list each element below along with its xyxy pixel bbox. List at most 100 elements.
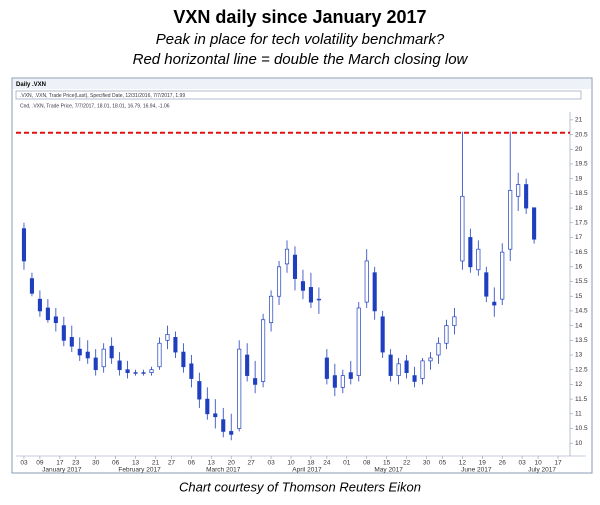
candle-body bbox=[276, 266, 282, 297]
candle-body bbox=[149, 369, 154, 373]
candle-body bbox=[436, 342, 441, 356]
candle-body bbox=[109, 345, 114, 359]
candle-body bbox=[141, 372, 146, 374]
month-label: July 2017 bbox=[528, 467, 556, 474]
x-tick-label: 24 bbox=[323, 460, 331, 467]
y-tick-label: 14.5 bbox=[575, 308, 588, 315]
candle-body bbox=[428, 357, 433, 362]
y-tick-label: 19 bbox=[575, 175, 583, 182]
candle-body bbox=[452, 316, 457, 326]
candle-body bbox=[133, 372, 138, 374]
x-tick-label: 13 bbox=[208, 460, 216, 467]
y-tick-label: 21 bbox=[575, 117, 583, 124]
y-tick-label: 12.5 bbox=[575, 366, 588, 373]
candle-body bbox=[292, 254, 298, 279]
x-tick-label: 18 bbox=[307, 460, 315, 467]
candle-body bbox=[157, 342, 162, 368]
candle-body bbox=[468, 237, 473, 268]
x-tick-label: 26 bbox=[499, 460, 507, 467]
x-tick-label: 21 bbox=[152, 460, 160, 467]
panel-title: Daily .VXN bbox=[16, 82, 46, 88]
candle-body bbox=[484, 272, 489, 297]
y-tick-label: 15 bbox=[575, 293, 583, 300]
x-tick-label: 06 bbox=[112, 460, 120, 467]
caption: Chart courtesy of Thomson Reuters Eikon bbox=[179, 479, 421, 494]
y-tick-label: 15.5 bbox=[575, 278, 588, 285]
candle-body bbox=[284, 248, 290, 265]
x-tick-label: 19 bbox=[479, 460, 487, 467]
x-tick-label: 20 bbox=[228, 460, 236, 467]
candle-body bbox=[221, 419, 226, 432]
x-tick-label: 30 bbox=[92, 460, 100, 467]
candle-body bbox=[444, 325, 449, 344]
x-tick-label: 01 bbox=[343, 460, 351, 467]
candle-body bbox=[316, 298, 321, 301]
candle-body bbox=[229, 431, 234, 435]
candle-body bbox=[364, 260, 369, 303]
month-label: January 2017 bbox=[42, 467, 82, 474]
candle-body bbox=[380, 316, 385, 353]
legend-box bbox=[15, 90, 582, 100]
candle-body bbox=[412, 375, 417, 382]
candle-body bbox=[372, 272, 377, 312]
candle-body bbox=[261, 319, 266, 382]
x-tick-label: 03 bbox=[20, 460, 28, 467]
candle-body bbox=[245, 354, 250, 376]
x-tick-label: 17 bbox=[56, 460, 64, 467]
candle-body bbox=[404, 360, 409, 373]
legend-line: Cnd, .VXN, Trade Price, 7/7/2017, 18.01,… bbox=[20, 103, 170, 109]
y-tick-label: 18 bbox=[575, 205, 583, 212]
y-tick-label: 17 bbox=[575, 234, 583, 241]
chart-subtitle: Peak in place for tech volatility benchm… bbox=[156, 31, 445, 48]
candle-body bbox=[37, 298, 42, 312]
candle-body bbox=[237, 348, 242, 429]
candle-body bbox=[117, 360, 122, 371]
x-tick-label: 05 bbox=[439, 460, 447, 467]
candle-body bbox=[396, 363, 401, 376]
x-tick-label: 23 bbox=[72, 460, 80, 467]
y-tick-label: 13.5 bbox=[575, 337, 588, 344]
candle-body bbox=[197, 381, 202, 400]
x-tick-label: 27 bbox=[248, 460, 256, 467]
candle-body bbox=[85, 351, 90, 359]
panel bbox=[11, 77, 593, 474]
month-label: June 2017 bbox=[461, 467, 492, 474]
x-tick-label: 30 bbox=[423, 460, 431, 467]
month-label: February 2017 bbox=[118, 467, 161, 474]
y-tick-label: 14 bbox=[575, 322, 583, 329]
x-tick-label: 03 bbox=[267, 460, 275, 467]
y-tick-label: 13 bbox=[575, 352, 583, 359]
candle-body bbox=[308, 287, 313, 303]
candle-body bbox=[213, 413, 218, 418]
y-tick-label: 11 bbox=[575, 411, 582, 418]
candle-body bbox=[324, 357, 329, 379]
candle-body bbox=[388, 354, 393, 376]
candle-body bbox=[21, 228, 27, 262]
candle-body bbox=[125, 369, 130, 373]
candle-body bbox=[53, 316, 58, 324]
candle-body bbox=[460, 195, 465, 262]
x-tick-label: 08 bbox=[363, 460, 371, 467]
chart-title: VXN daily since January 2017 bbox=[173, 7, 426, 27]
y-tick-label: 16.5 bbox=[575, 249, 588, 256]
y-tick-label: 18.5 bbox=[575, 190, 588, 197]
candle-body bbox=[508, 190, 513, 250]
month-label: March 2017 bbox=[206, 467, 241, 474]
candle-body bbox=[205, 398, 210, 415]
y-tick-label: 20 bbox=[575, 146, 583, 153]
candle-body bbox=[300, 281, 306, 291]
x-tick-label: 17 bbox=[554, 460, 562, 467]
candle-body bbox=[69, 337, 74, 347]
y-tick-label: 11.5 bbox=[575, 396, 588, 403]
candle-body bbox=[516, 184, 521, 197]
candle-body bbox=[189, 363, 194, 379]
x-tick-label: 12 bbox=[459, 460, 467, 467]
candle-body bbox=[93, 357, 98, 371]
candle-body bbox=[524, 184, 529, 209]
candle-body bbox=[173, 337, 178, 353]
legend-line: .VXN, .VXN, Trade Price(Last), Specified… bbox=[20, 93, 185, 99]
month-label: April 2017 bbox=[292, 467, 322, 474]
candle-body bbox=[61, 325, 66, 341]
